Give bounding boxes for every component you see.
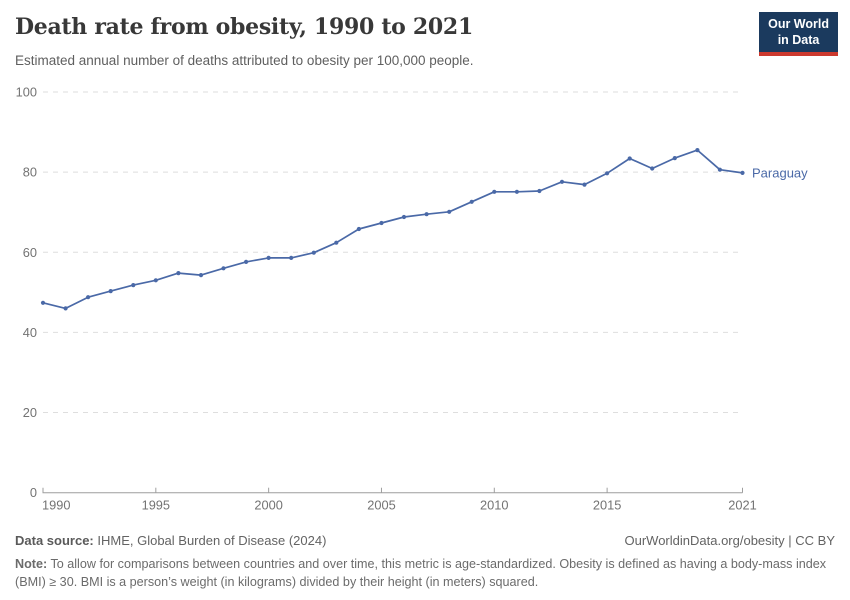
data-point-marker xyxy=(605,171,610,176)
data-point-marker xyxy=(537,188,542,194)
data-point-marker xyxy=(334,240,339,245)
data-point-marker xyxy=(514,189,520,194)
chart-title: Death rate from obesity, 1990 to 2021 xyxy=(15,14,473,40)
data-point-marker xyxy=(153,278,158,283)
data-point-marker xyxy=(695,148,700,153)
data-point-marker xyxy=(582,182,587,187)
chart-footer: Data source: IHME, Global Burden of Dise… xyxy=(15,533,835,548)
data-point-marker xyxy=(627,156,632,161)
data-point-marker xyxy=(559,179,565,184)
note-label: Note: xyxy=(15,557,48,571)
data-point-marker xyxy=(672,156,677,161)
chart-note: Note: To allow for comparisons between c… xyxy=(15,556,827,592)
data-point-marker xyxy=(492,189,497,194)
x-axis-tick-label: 2010 xyxy=(480,498,508,513)
data-point-marker xyxy=(221,266,226,271)
y-axis-tick-label: 0 xyxy=(30,485,37,500)
y-axis-tick-label: 60 xyxy=(23,245,37,260)
data-point-marker xyxy=(289,255,294,260)
series-line xyxy=(42,149,744,310)
data-point-marker xyxy=(198,273,204,278)
x-axis-tick-label: 1990 xyxy=(42,498,70,513)
data-point-marker xyxy=(131,283,136,288)
data-point-marker xyxy=(86,295,91,300)
owid-logo: Our World in Data xyxy=(759,12,838,57)
data-point-marker xyxy=(63,306,68,311)
owid-logo-line1: Our World xyxy=(768,17,829,31)
x-axis-tick-label: 2000 xyxy=(254,498,282,513)
x-axis-tick-label: 2005 xyxy=(367,498,395,513)
x-axis-tick-label: 1995 xyxy=(142,498,170,513)
data-source-label: Data source: xyxy=(15,533,94,548)
data-source: Data source: IHME, Global Burden of Dise… xyxy=(15,533,326,548)
data-source-text: IHME, Global Burden of Disease (2024) xyxy=(93,533,327,548)
y-axis-tick-label: 80 xyxy=(23,165,37,180)
data-point-marker xyxy=(311,250,316,255)
y-axis-tick-label: 20 xyxy=(23,405,37,420)
data-point-marker xyxy=(424,212,429,217)
data-point-marker xyxy=(108,289,113,294)
data-point-marker xyxy=(176,271,181,276)
data-point-marker xyxy=(650,166,655,171)
line-chart-canvas: 0 20 40 60 80 100 1990 1995 2000 2005 2010 2015 2021… xyxy=(16,85,809,513)
series-end-label: Paraguay xyxy=(752,165,808,180)
data-point-marker xyxy=(244,259,249,264)
data-point-marker xyxy=(401,214,407,220)
data-point-marker xyxy=(356,226,361,232)
data-point-marker xyxy=(469,199,474,204)
license-text: OurWorldinData.org/obesity | CC BY xyxy=(624,533,836,548)
y-axis-tick-label: 40 xyxy=(23,325,37,340)
note-text: To allow for comparisons between countri… xyxy=(15,557,827,589)
data-point-marker xyxy=(740,170,745,175)
y-axis-tick-label: 100 xyxy=(16,85,37,100)
chart-subtitle: Estimated annual number of deaths attrib… xyxy=(15,53,474,68)
x-axis-tick-label: 2021 xyxy=(728,498,756,513)
data-point-marker xyxy=(40,300,46,305)
x-axis-tick-label: 2015 xyxy=(593,498,621,513)
data-point-marker xyxy=(447,209,452,214)
data-point-marker xyxy=(717,167,723,172)
owid-logo-line2: in Data xyxy=(777,32,820,47)
data-point-marker xyxy=(266,255,271,260)
data-point-marker xyxy=(379,220,384,226)
